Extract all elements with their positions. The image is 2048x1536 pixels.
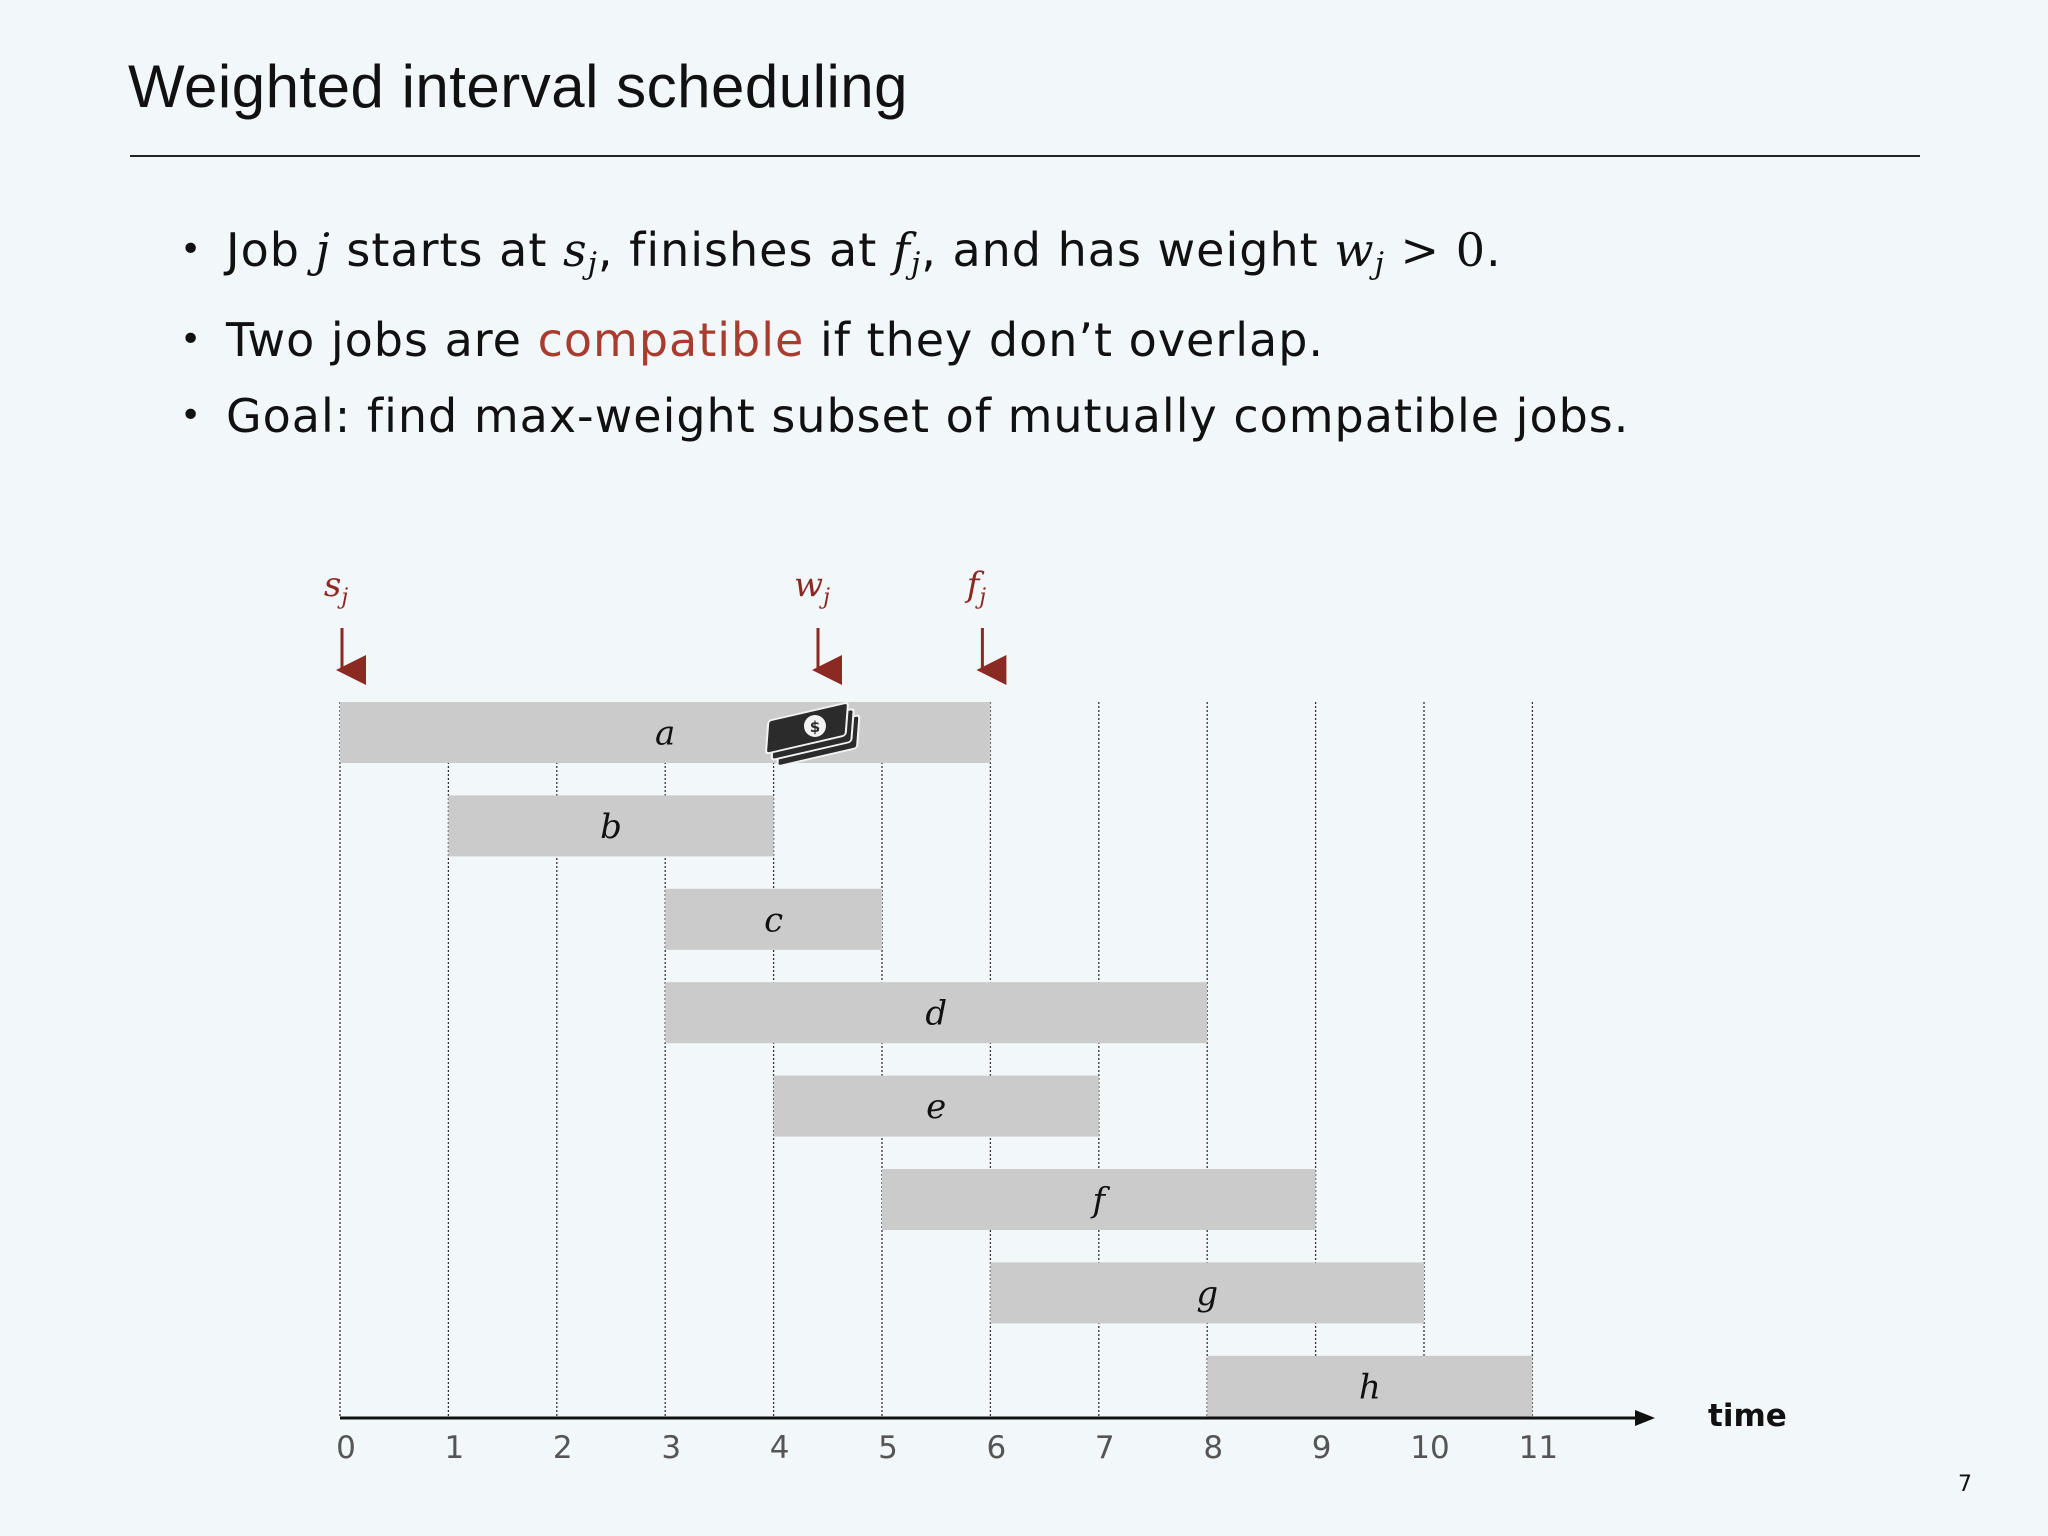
bullet-text: Goal: find max-weight subset of mutually… xyxy=(226,389,1630,444)
time-axis-label: time xyxy=(1708,1398,1787,1434)
tick-label-4: 4 xyxy=(770,1430,790,1466)
bullet-text: , finishes at xyxy=(597,223,893,277)
time-axis-arrowhead xyxy=(1635,1410,1655,1426)
bullet-text: , and has weight xyxy=(921,223,1335,277)
money-coin xyxy=(804,715,826,737)
annotation-base: s xyxy=(324,565,341,605)
job-label-c: c xyxy=(764,900,783,940)
title-divider xyxy=(130,155,1920,157)
tick-label-3: 3 xyxy=(661,1430,681,1466)
job-bar-e xyxy=(773,1075,1099,1137)
bullet-text: if they don’t overlap. xyxy=(804,313,1325,368)
math-w: w xyxy=(1334,223,1375,277)
job-bar-b xyxy=(448,795,774,857)
money-stack-icon: $ xyxy=(765,702,861,767)
job-label-e: e xyxy=(926,1087,946,1127)
bullet-text: Job xyxy=(226,223,316,277)
highlight-compatible: compatible xyxy=(537,313,805,368)
tick-label-0: 0 xyxy=(336,1430,356,1466)
job-label-a: a xyxy=(655,714,675,754)
job-bar-g xyxy=(990,1262,1424,1324)
job-bar-a xyxy=(340,702,991,763)
tick-label-11: 11 xyxy=(1519,1430,1558,1466)
math-sub-j: j xyxy=(910,246,922,282)
dollar-sign: $ xyxy=(810,718,820,736)
tick-label-7: 7 xyxy=(1095,1430,1115,1466)
annotation-base: w xyxy=(794,565,823,605)
job-bar-h xyxy=(1207,1355,1533,1417)
job-label-b: b xyxy=(600,807,622,847)
tick-label-6: 6 xyxy=(987,1430,1007,1466)
bullet-list: Job j starts at sj, finishes at fj, and … xyxy=(180,212,1629,454)
bullet-text: . xyxy=(1486,223,1502,277)
tick-label-5: 5 xyxy=(878,1430,898,1466)
math-sub-j: j xyxy=(587,246,598,282)
bullet-text: Two jobs are xyxy=(226,313,538,368)
bullet-text: starts at xyxy=(330,223,563,277)
tick-label-2: 2 xyxy=(553,1430,573,1466)
annotation-w-j: wj xyxy=(794,565,830,610)
slide-title: Weighted interval scheduling xyxy=(128,53,909,120)
tick-label-9: 9 xyxy=(1312,1430,1332,1466)
tick-label-10: 10 xyxy=(1410,1430,1449,1466)
job-bar-c xyxy=(665,888,882,950)
tick-label-8: 8 xyxy=(1203,1430,1223,1466)
page-number: 7 xyxy=(1958,1472,1972,1497)
math-s: s xyxy=(563,223,588,277)
math-f: f xyxy=(892,223,911,277)
job-bar-d xyxy=(665,982,1208,1044)
job-label-h: h xyxy=(1359,1367,1381,1407)
job-label-d: d xyxy=(925,994,947,1034)
annotation-f-j: fj xyxy=(964,565,987,610)
tick-label-1: 1 xyxy=(445,1430,465,1466)
math-sub-j: j xyxy=(1374,246,1385,282)
job-bar-f xyxy=(882,1169,1316,1230)
annotation-s-j: sj xyxy=(324,565,348,610)
bullet-compatible: Two jobs are compatible if they don’t ov… xyxy=(180,302,1629,378)
bullet-goal: Goal: find max-weight subset of mutually… xyxy=(180,378,1629,454)
math-j: j xyxy=(315,223,331,277)
math-greater-than-zero: > 0 xyxy=(1384,223,1486,277)
job-label-g: g xyxy=(1196,1274,1218,1314)
bullet-job-definition: Job j starts at sj, finishes at fj, and … xyxy=(180,212,1629,302)
